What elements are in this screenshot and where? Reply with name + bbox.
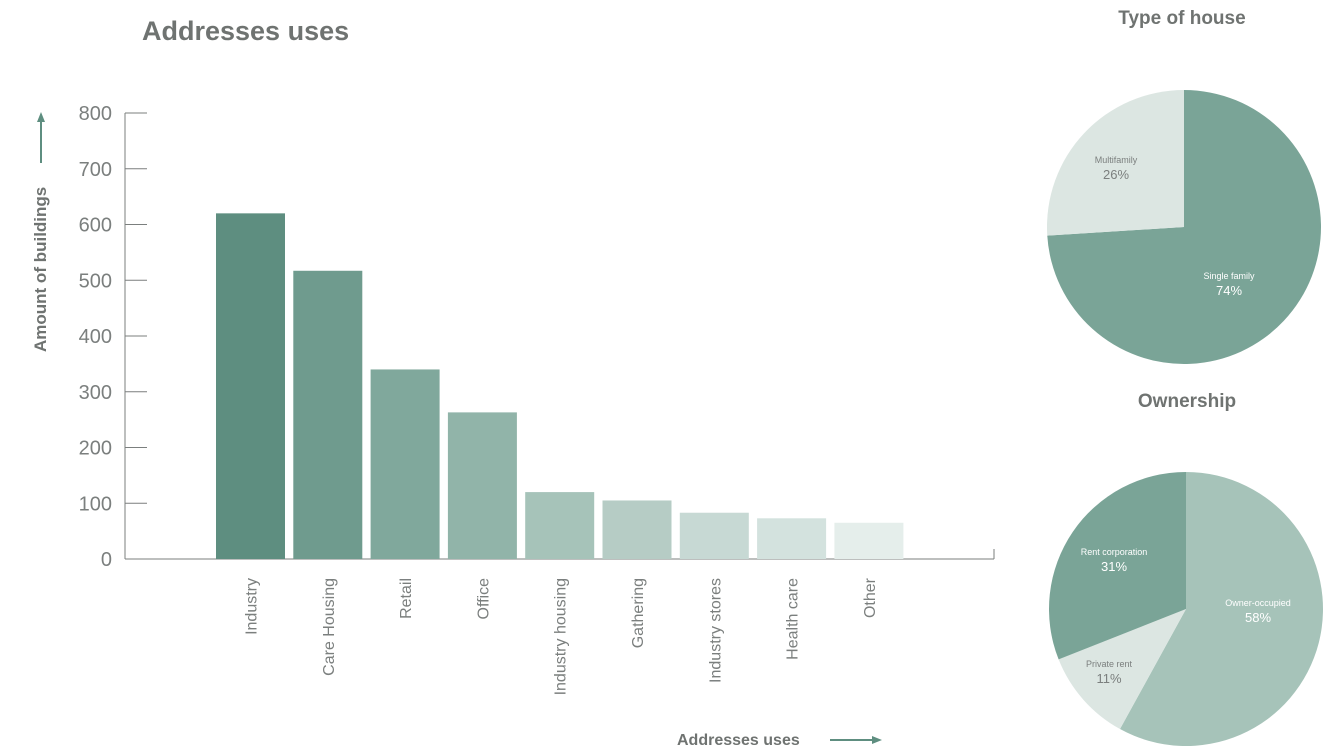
y-tick-label: 700 bbox=[79, 159, 112, 181]
y-axis-label: Amount of buildings bbox=[31, 187, 50, 352]
pie-slice-label: Owner-occupied bbox=[1225, 598, 1291, 608]
pie-ownership-title: Ownership bbox=[1138, 391, 1236, 412]
category-label: Care Housing bbox=[321, 578, 338, 676]
y-tick-label: 500 bbox=[79, 270, 112, 292]
pie-slice bbox=[1047, 90, 1184, 236]
pie-slice bbox=[1119, 472, 1323, 746]
y-tick-label: 600 bbox=[79, 215, 112, 237]
pie-slice-percent: 31% bbox=[1101, 559, 1127, 574]
category-label: Industry housing bbox=[553, 578, 570, 695]
category-label: Office bbox=[475, 578, 492, 620]
pie-slice bbox=[1049, 472, 1186, 660]
pie-house-title: Type of house bbox=[1118, 8, 1245, 29]
category-label: Other bbox=[862, 577, 879, 618]
pie-slice bbox=[1058, 609, 1186, 730]
pie-slice-label: Private rent bbox=[1086, 659, 1133, 669]
pie-slice-percent: 11% bbox=[1096, 671, 1121, 686]
bars bbox=[216, 213, 904, 559]
y-tick-label: 100 bbox=[79, 493, 112, 515]
pie-slice-label: Multifamily bbox=[1095, 155, 1138, 165]
pie-slice-percent: 74% bbox=[1216, 283, 1242, 298]
y-axis-ticks: 0 100 200 300 400 500 600 700 800 bbox=[79, 103, 147, 571]
pie-slice-label: Single family bbox=[1203, 271, 1255, 281]
y-tick-label: 400 bbox=[79, 326, 112, 348]
pie-slice-percent: 58% bbox=[1245, 610, 1271, 625]
y-axis-label-text: Amount of buildings bbox=[31, 187, 50, 352]
x-axis-label: Addresses uses bbox=[677, 732, 800, 746]
category-label: Industry stores bbox=[707, 578, 724, 683]
pie-house-type: Single family 74% Multifamily 26% bbox=[1047, 90, 1322, 364]
category-label: Gathering bbox=[630, 578, 647, 648]
pie-slice-label: Rent corporation bbox=[1081, 547, 1148, 557]
pie-slice bbox=[1047, 90, 1322, 364]
bar bbox=[602, 500, 672, 559]
category-label: Health care bbox=[785, 578, 802, 660]
category-labels: Industry Care Housing Retail Office Industry… bbox=[244, 577, 879, 695]
y-tick-label: 800 bbox=[79, 103, 112, 125]
bar bbox=[834, 522, 904, 559]
bar bbox=[293, 270, 363, 559]
y-axis-arrow-icon bbox=[37, 112, 45, 163]
y-tick-label: 0 bbox=[101, 549, 112, 571]
x-axis-arrow-icon bbox=[830, 736, 882, 744]
bar bbox=[447, 412, 517, 559]
y-tick-label: 300 bbox=[79, 382, 112, 404]
bar-chart-title: Addresses uses bbox=[142, 16, 349, 46]
bar bbox=[679, 512, 749, 559]
pie-slice-percent: 26% bbox=[1103, 167, 1129, 182]
bar bbox=[525, 492, 595, 559]
bar bbox=[216, 213, 285, 559]
y-tick-label: 200 bbox=[79, 438, 112, 460]
bar bbox=[757, 518, 827, 559]
pie-ownership: Owner-occupied 58% Private rent 11% Rent cor… bbox=[1049, 472, 1323, 746]
category-label: Industry bbox=[244, 578, 261, 635]
bar bbox=[370, 369, 440, 559]
category-label: Retail bbox=[398, 578, 415, 619]
